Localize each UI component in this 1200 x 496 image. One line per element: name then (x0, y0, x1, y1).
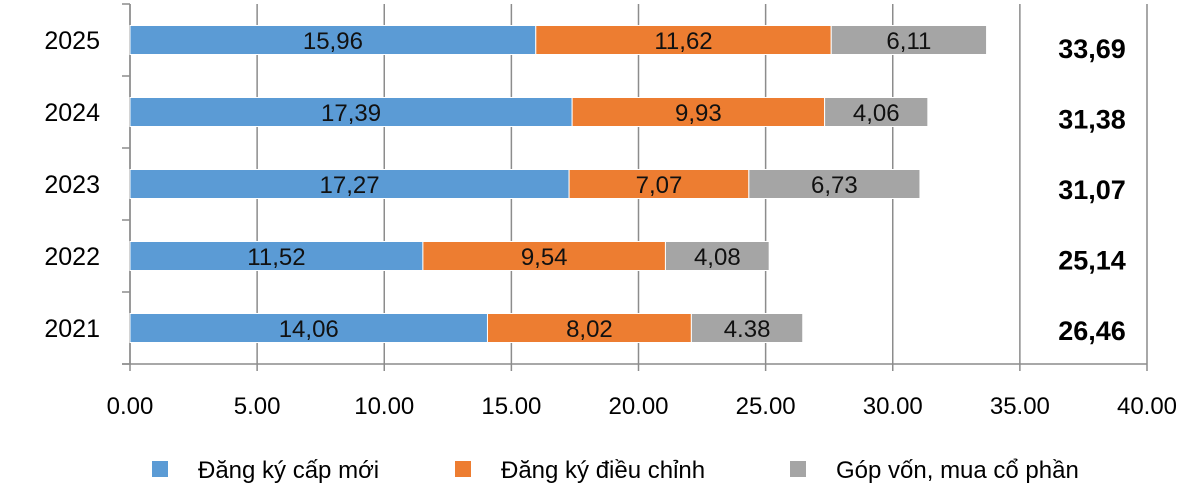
category-label: 2025 (44, 27, 100, 55)
x-tick-label: 5.00 (234, 393, 281, 420)
bar-segment (824, 97, 929, 127)
data-label: 4.38 (724, 316, 771, 343)
category-label: 2024 (44, 99, 100, 127)
bar-segment (129, 25, 537, 55)
bar-segment (748, 169, 921, 199)
data-label: 14,06 (279, 316, 339, 343)
data-label: 4,08 (694, 244, 741, 271)
data-label: 11,52 (247, 244, 305, 271)
bar-segment (535, 25, 832, 55)
total-label: 25,14 (1058, 246, 1126, 276)
bar-segment (129, 169, 570, 199)
data-label: 17,39 (321, 100, 381, 127)
x-tick-label: 30.00 (863, 393, 923, 420)
bar-segment (664, 241, 770, 271)
legend-swatch (790, 461, 806, 477)
legend-label: Đăng ký điều chỉnh (501, 457, 705, 484)
x-tick-label: 0.00 (107, 393, 154, 420)
category-label: 2022 (44, 243, 100, 271)
total-label: 26,46 (1058, 316, 1126, 346)
data-label: 8,02 (566, 316, 613, 343)
category-label: 2023 (44, 171, 100, 199)
legend-swatch (152, 461, 168, 477)
data-label: 6,73 (811, 172, 858, 199)
total-label: 33,69 (1058, 34, 1126, 64)
bar-segment (422, 241, 666, 271)
total-label: 31,38 (1058, 105, 1126, 135)
x-tick-label: 25.00 (736, 393, 796, 420)
x-tick-label: 10.00 (354, 393, 414, 420)
data-label: 6,11 (886, 28, 931, 55)
legend-swatch (455, 461, 471, 477)
category-label: 2021 (44, 315, 100, 343)
x-tick-label: 35.00 (990, 393, 1050, 420)
x-tick-label: 40.00 (1117, 393, 1177, 420)
bar-segment (830, 25, 988, 55)
data-label: 15,96 (303, 28, 363, 55)
x-tick-label: 15.00 (481, 393, 541, 420)
legend-label: Đăng ký cấp mới (198, 457, 379, 484)
data-label: 17,27 (320, 172, 380, 199)
bar-segment (568, 169, 750, 199)
legend-label: Góp vốn, mua cổ phần (836, 457, 1079, 484)
data-label: 11,62 (654, 28, 712, 55)
x-tick-label: 20.00 (608, 393, 668, 420)
bar-segment (129, 241, 424, 271)
bar-segment (690, 313, 804, 343)
data-label: 4,06 (853, 100, 900, 127)
data-label: 9,93 (675, 100, 722, 127)
data-label: 7,07 (636, 172, 683, 199)
data-label: 9,54 (521, 244, 568, 271)
total-label: 31,07 (1058, 175, 1126, 205)
